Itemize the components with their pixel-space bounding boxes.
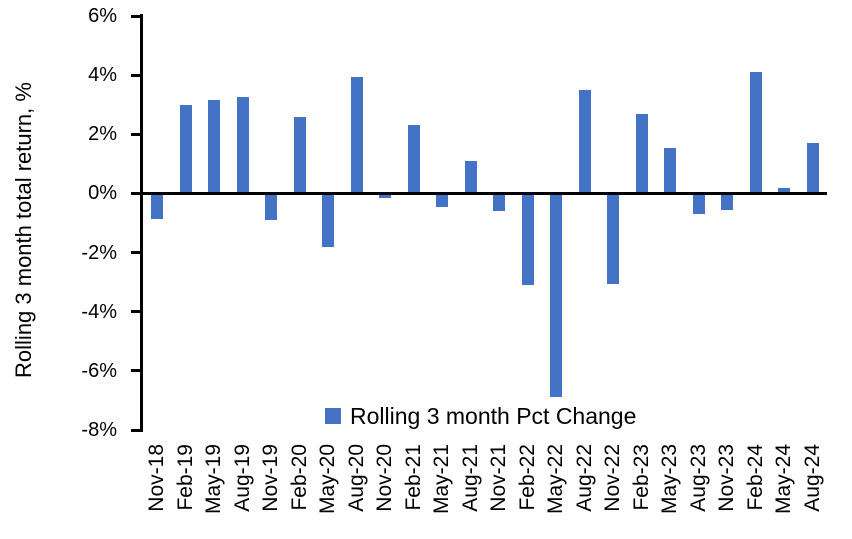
- x-tick-label: Nov-22: [601, 444, 625, 512]
- x-tick-label: Feb-24: [743, 444, 767, 511]
- bar-aug-21: [464, 160, 477, 194]
- x-tick-label: Aug-20: [344, 444, 368, 512]
- bar-nov-20: [379, 193, 392, 198]
- bar-feb-22: [521, 193, 534, 286]
- legend-label: Rolling 3 month Pct Change: [350, 403, 637, 429]
- x-tick-label: Aug-21: [458, 444, 482, 512]
- x-tick-label: May-24: [772, 444, 796, 515]
- y-tick-mark: [131, 251, 140, 255]
- bar-feb-24: [749, 72, 762, 194]
- x-tick-label: May-19: [202, 444, 226, 515]
- y-tick-label: -4%: [81, 300, 117, 323]
- y-tick-mark: [131, 428, 140, 432]
- bar-may-24: [778, 187, 791, 194]
- legend: Rolling 3 month Pct Change: [325, 403, 636, 429]
- x-tick-label: Nov-21: [487, 444, 511, 512]
- x-tick-label: May-21: [430, 444, 454, 515]
- bar-nov-18: [151, 193, 164, 219]
- bar-aug-24: [806, 143, 819, 194]
- bar-aug-23: [692, 193, 705, 215]
- bar-aug-22: [578, 89, 591, 194]
- x-tick-label: Feb-23: [629, 444, 653, 511]
- bar-aug-20: [350, 76, 363, 194]
- y-tick-mark: [131, 191, 140, 195]
- x-tick-label: Nov-19: [259, 444, 283, 512]
- x-axis-zero-line: [140, 191, 827, 195]
- y-tick-mark: [131, 14, 140, 18]
- y-tick-mark: [131, 310, 140, 314]
- y-axis-title: Rolling 3 month total return, %: [11, 82, 36, 378]
- bar-feb-21: [407, 125, 420, 194]
- y-tick-mark: [131, 132, 140, 136]
- bar-feb-19: [179, 104, 192, 194]
- y-tick-label: 0%: [88, 182, 117, 205]
- x-tick-label: Feb-20: [287, 444, 311, 511]
- x-tick-label: Nov-23: [715, 444, 739, 512]
- legend-swatch-icon: [325, 408, 341, 424]
- plot-area: 6% 4% 2% 0% -2% -4% -6% -8% Nov-18 Feb-19 May-19 Au…: [81, 5, 827, 514]
- x-tick-label: Feb-21: [401, 444, 425, 511]
- bar-nov-23: [721, 193, 734, 210]
- x-tick-label: Aug-22: [572, 444, 596, 512]
- bar-nov-22: [607, 193, 620, 284]
- bar-may-20: [322, 193, 335, 247]
- x-tick-label: Nov-18: [145, 444, 169, 512]
- x-tick-label: Aug-19: [230, 444, 254, 512]
- bar-may-21: [436, 193, 449, 207]
- bar-feb-23: [635, 113, 648, 194]
- bar-nov-19: [265, 193, 278, 221]
- y-tick-label: -2%: [81, 241, 117, 264]
- bar-may-19: [208, 100, 221, 194]
- bar-aug-19: [236, 97, 249, 194]
- bar-nov-21: [493, 193, 506, 212]
- bar-may-23: [664, 147, 677, 194]
- y-tick-label: 6%: [88, 5, 117, 27]
- x-tick-label: Feb-19: [173, 444, 197, 511]
- bar-feb-20: [293, 116, 306, 194]
- y-tick-mark: [131, 369, 140, 373]
- y-axis-line: [140, 14, 143, 432]
- x-tick-label: Aug-24: [800, 444, 824, 512]
- y-tick-label: 4%: [88, 64, 117, 87]
- bar-may-22: [550, 193, 563, 398]
- y-tick-label: -8%: [81, 419, 117, 441]
- x-tick-label: May-20: [316, 444, 340, 515]
- x-tick-label: May-23: [658, 444, 682, 515]
- y-tick-label: 2%: [88, 123, 117, 146]
- x-tick-label: Aug-23: [686, 444, 710, 512]
- x-tick-label: Feb-22: [515, 444, 539, 511]
- y-tick-mark: [131, 73, 140, 77]
- x-tick-label: Nov-20: [373, 444, 397, 512]
- y-tick-label: -6%: [81, 359, 117, 382]
- x-tick-label: May-22: [544, 444, 568, 515]
